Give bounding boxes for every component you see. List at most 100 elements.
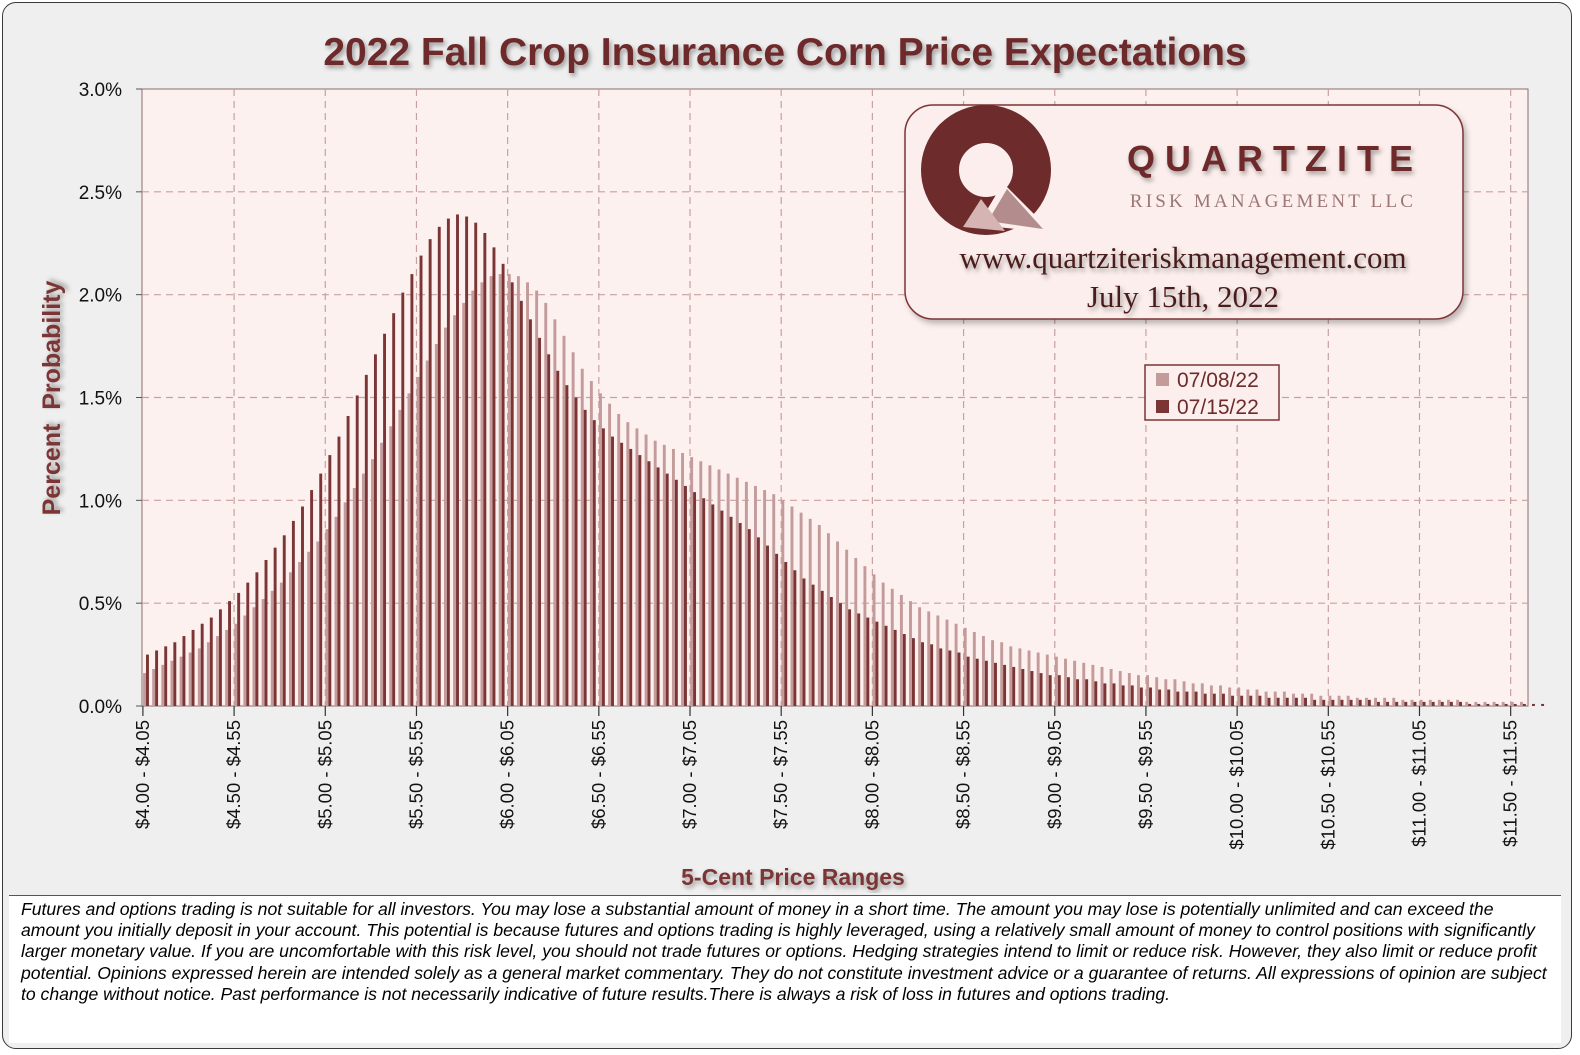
bar-07-15-22 [419,255,423,706]
bar-07-08-22 [817,525,821,706]
legend: 07/08/22 07/15/22 [1144,364,1280,421]
bar-07-15-22 [218,609,222,706]
bar-07-08-22 [599,393,602,706]
bar-07-08-22 [398,409,402,706]
bar-07-15-22 [1103,683,1107,706]
bar-07-15-22 [784,562,788,706]
bar-07-15-22 [930,644,934,706]
bar-07-08-22 [699,461,703,706]
bar-07-08-22 [1264,691,1268,706]
bar-07-08-22 [507,274,511,706]
bar-07-15-22 [492,247,496,707]
bar-07-15-22 [209,617,213,706]
bar-07-15-22 [1404,701,1408,706]
bar-07-15-22 [994,662,997,706]
bar-07-15-22 [738,522,742,706]
y-tick-label: 0.5% [79,594,122,615]
legend-swatch-0708 [1156,373,1169,386]
bar-07-15-22 [1541,703,1545,706]
bar-07-08-22 [1100,666,1104,706]
bar-07-08-22 [872,574,876,706]
bar-07-08-22 [288,572,292,706]
bar-07-15-22 [1066,677,1070,706]
bar-07-08-22 [1428,699,1432,706]
bar-07-08-22 [1437,699,1441,706]
bar-07-15-22 [802,578,806,706]
bar-07-08-22 [1127,673,1131,706]
bar-07-08-22 [425,360,429,706]
bar-07-08-22 [197,648,201,706]
brand-website: www.quartziteriskmanagement.com [959,240,1406,275]
bar-07-15-22 [273,547,277,706]
x-tick-label: $4.50 - $4.55 [223,720,244,829]
bar-07-08-22 [671,448,675,706]
bar-07-15-22 [939,648,943,706]
bar-07-08-22 [1036,652,1040,706]
bar-07-08-22 [1255,689,1259,706]
bar-07-08-22 [635,428,639,706]
bar-07-15-22 [693,492,697,706]
bar-07-08-22 [991,640,995,706]
bar-07-15-22 [538,337,542,706]
bar-07-15-22 [957,652,961,706]
bar-07-08-22 [1228,687,1232,706]
bar-07-15-22 [437,226,441,707]
bar-07-08-22 [781,500,785,706]
bar-07-15-22 [820,590,824,706]
bar-07-15-22 [1267,697,1271,706]
bars [143,214,1545,707]
bar-07-15-22 [1532,703,1535,706]
bar-07-15-22 [1048,675,1052,706]
bar-07-15-22 [775,553,779,706]
bar-07-08-22 [826,533,830,706]
bar-07-15-22 [1495,703,1499,706]
bar-07-15-22 [1176,691,1180,706]
bar-07-08-22 [1082,662,1086,706]
bar-07-08-22 [234,623,238,706]
bar-07-08-22 [1155,677,1159,706]
bar-07-15-22 [711,504,715,706]
bar-07-15-22 [346,416,350,706]
x-tick-label: $6.50 - $6.55 [588,720,609,829]
bar-07-08-22 [416,376,420,706]
bar-07-15-22 [1522,703,1526,706]
bar-07-15-22 [1504,703,1508,706]
bar-07-15-22 [1422,701,1426,706]
bar-07-08-22 [471,290,475,706]
bar-07-08-22 [854,557,858,706]
bar-07-08-22 [1009,646,1013,706]
bar-07-08-22 [279,582,283,706]
bar-07-15-22 [1377,701,1380,706]
bar-07-08-22 [726,473,730,706]
bar-07-08-22 [808,518,812,706]
bar-07-15-22 [510,282,514,706]
bar-07-15-22 [1386,701,1390,706]
bar-07-15-22 [1130,685,1134,706]
bar-07-15-22 [1249,695,1253,706]
bar-07-15-22 [1057,675,1061,706]
bar-07-08-22 [170,660,174,706]
bar-07-15-22 [528,319,532,706]
bar-07-08-22 [1164,679,1168,706]
bar-07-15-22 [948,650,952,706]
bar-07-15-22 [902,634,906,706]
bar-07-08-22 [216,636,219,706]
bar-07-15-22 [1112,683,1116,706]
bar-07-15-22 [1194,691,1198,706]
bar-07-08-22 [161,664,165,706]
bar-07-15-22 [839,603,842,706]
bar-07-08-22 [462,302,466,706]
bar-07-08-22 [608,403,612,706]
bar-07-15-22 [1021,668,1025,706]
bar-07-08-22 [1000,642,1004,706]
bar-07-15-22 [465,216,469,706]
disclaimer-text: Futures and options trading is not suita… [9,895,1561,1043]
bar-07-15-22 [1030,671,1034,706]
bar-07-15-22 [164,646,168,706]
bar-07-08-22 [918,607,922,706]
bar-07-08-22 [1346,695,1350,706]
bar-07-15-22 [1468,703,1472,706]
chart: 2022 Fall Crop Insurance Corn Price Expe… [38,31,1545,890]
bar-07-08-22 [1465,701,1469,706]
